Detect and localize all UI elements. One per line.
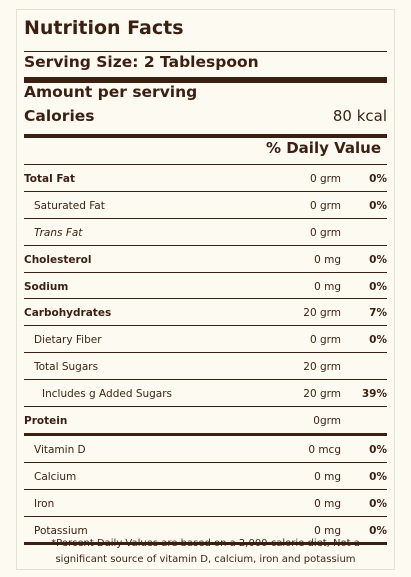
nutrient-name: Trans Fat	[34, 226, 83, 239]
nutrient-name: Iron	[34, 497, 55, 510]
nutrient-name: Vitamin D	[34, 443, 86, 456]
nutrient-amount: 20 grm	[303, 388, 341, 401]
nutrient-amount: 0 mg	[314, 497, 341, 510]
row-calcium: Calcium 0 mg 0%	[24, 463, 387, 490]
nutrient-percent: 0%	[369, 497, 387, 510]
nutrient-percent: 0%	[369, 253, 387, 266]
nutrient-percent: 0%	[369, 280, 387, 293]
serving-size: Serving Size: 2 Tablespoon	[24, 53, 259, 71]
nutrient-amount: 0 grm	[309, 199, 341, 212]
divider-thick	[24, 77, 387, 83]
nutrient-name: Potassium	[34, 524, 88, 537]
row-saturated-fat: Saturated Fat 0 grm 0%	[24, 192, 387, 219]
row-carbohydrates: Carbohydrates 20 grm 7%	[24, 299, 387, 327]
daily-value-header: % Daily Value	[265, 139, 381, 157]
nutrient-amount: 0grm	[313, 415, 341, 428]
row-protein: Protein 0grm	[24, 407, 387, 436]
nutrient-amount: 0 grm	[309, 173, 341, 185]
divider	[24, 51, 387, 52]
row-total-fat: Total Fat 0 grm 0%	[24, 165, 387, 192]
nutrient-name: Cholesterol	[24, 253, 92, 266]
divider	[24, 164, 387, 165]
nutrient-amount: 20 grm	[303, 307, 341, 320]
nutrient-name: Saturated Fat	[34, 199, 105, 212]
nutrient-name: Sodium	[24, 280, 69, 293]
nutrient-amount: 20 grm	[303, 361, 341, 374]
label-title: Nutrition Facts	[24, 17, 184, 39]
nutrient-name: Includes g Added Sugars	[42, 388, 173, 401]
nutrient-name: Dietary Fiber	[34, 334, 102, 347]
nutrient-percent: 0%	[369, 173, 387, 185]
row-iron: Iron 0 mg 0%	[24, 490, 387, 517]
nutrient-percent: 39%	[361, 388, 387, 401]
nutrient-amount: 0 mg	[314, 524, 341, 537]
nutrient-amount: 0 mg	[314, 253, 341, 266]
nutrient-name: Total Fat	[24, 173, 76, 185]
nutrient-amount: 0 grm	[309, 334, 341, 347]
calories-value: 80 kcal	[332, 107, 387, 125]
row-trans-fat: Trans Fat 0 grm	[24, 219, 387, 246]
nutrient-percent: 7%	[369, 307, 387, 320]
nutrient-percent: 0%	[369, 443, 387, 456]
nutrient-amount: 0 grm	[309, 226, 341, 239]
nutrient-percent: 0%	[369, 470, 387, 483]
row-cholesterol: Cholesterol 0 mg 0%	[24, 246, 387, 273]
nutrient-name: Carbohydrates	[24, 307, 112, 320]
divider-thick	[24, 134, 387, 138]
footnote: *Percent Daily Values are based on a 2,0…	[51, 538, 360, 565]
row-sodium: Sodium 0 mg 0%	[24, 273, 387, 300]
nutrient-percent: 0%	[369, 524, 387, 537]
nutrition-facts-label: Nutrition Facts Serving Size: 2 Tablespo…	[16, 9, 395, 570]
row-added-sugars: Includes g Added Sugars 20 grm 39%	[24, 380, 387, 408]
calories-label: Calories	[24, 107, 95, 125]
nutrient-rows: Total Fat 0 grm 0% Saturated Fat 0 grm 0…	[24, 165, 387, 546]
nutrient-name: Calcium	[34, 470, 77, 483]
nutrient-percent: 0%	[369, 334, 387, 347]
row-vitamin-d: Vitamin D 0 mcg 0%	[24, 436, 387, 463]
nutrient-amount: 0 mg	[314, 280, 341, 293]
row-dietary-fiber: Dietary Fiber 0 grm 0%	[24, 326, 387, 354]
amount-per-serving: Amount per serving	[24, 83, 198, 101]
nutrient-amount: 0 mg	[314, 470, 341, 483]
nutrient-name: Protein	[24, 415, 68, 428]
row-total-sugars: Total Sugars 20 grm	[24, 353, 387, 381]
nutrient-amount: 0 mcg	[308, 443, 341, 456]
nutrient-name: Total Sugars	[34, 361, 99, 374]
row-potassium: Potassium 0 mg 0%	[24, 517, 387, 546]
nutrient-percent: 0%	[369, 199, 387, 212]
